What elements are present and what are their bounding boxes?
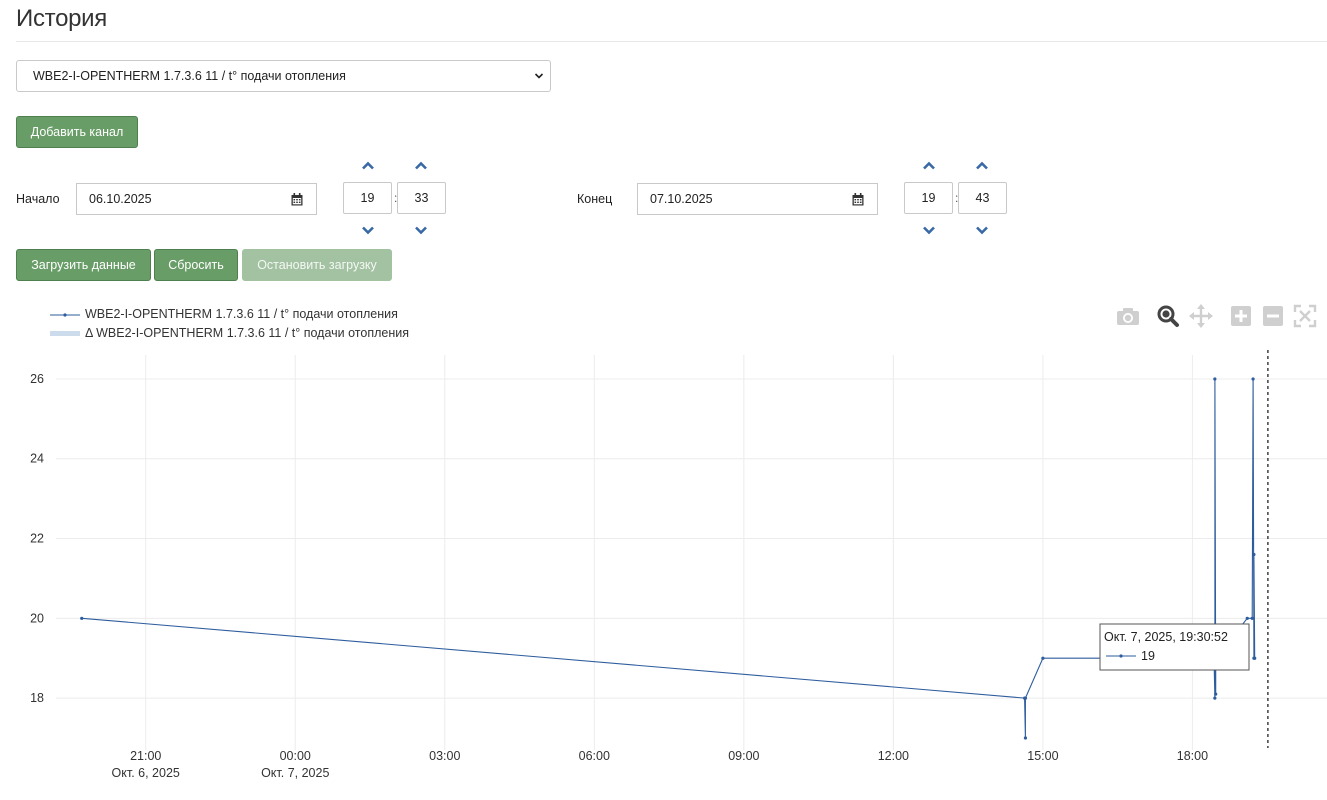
start-hour-down-icon[interactable] [361, 226, 375, 235]
data-point [1041, 656, 1045, 660]
x-tick-label: 21:00 [130, 749, 161, 763]
calendar-icon [852, 193, 864, 206]
data-point [1213, 377, 1217, 381]
x-tick-label: 12:00 [878, 749, 909, 763]
x-tick-label: 15:00 [1027, 749, 1058, 763]
pan-icon[interactable] [1188, 302, 1214, 330]
start-hour-input[interactable]: 19 [343, 182, 392, 214]
channel-select-value: WBE2-I-OPENTHERM 1.7.3.6 11 / t° подачи … [33, 69, 346, 83]
legend-label: WBE2-I-OPENTHERM 1.7.3.6 11 / t° подачи … [85, 307, 398, 321]
x-tick-date-label: Окт. 7, 2025 [261, 766, 329, 780]
hover-layer: Окт. 7, 2025, 19:30:52 19 [1099, 350, 1269, 748]
end-hour-down-icon[interactable] [922, 226, 936, 235]
x-tick-label: 00:00 [280, 749, 311, 763]
page-title: История [16, 5, 107, 32]
calendar-icon [291, 193, 303, 206]
hover-tooltip [1099, 623, 1250, 671]
channel-select[interactable]: WBE2-I-OPENTHERM 1.7.3.6 11 / t° подачи … [16, 60, 551, 92]
start-minute-input[interactable]: 33 [397, 182, 446, 214]
end-hour-input[interactable]: 19 [904, 182, 953, 214]
end-date-value: 07.10.2025 [650, 192, 713, 206]
chart-grid [56, 355, 1327, 750]
series-line [81, 378, 1256, 739]
y-tick-label: 22 [30, 532, 44, 546]
x-tick-label: 06:00 [579, 749, 610, 763]
reset-button[interactable]: Сбросить [154, 249, 238, 281]
start-minute-up-icon[interactable] [414, 161, 428, 170]
data-point [1251, 377, 1255, 381]
end-calendar-button[interactable] [839, 183, 878, 215]
data-point [80, 616, 84, 620]
legend-line-marker-icon [50, 313, 80, 317]
start-calendar-button[interactable] [278, 183, 317, 215]
data-point [1023, 736, 1028, 740]
chart-series [80, 377, 1257, 740]
data-point [1213, 696, 1217, 700]
y-tick-label: 26 [30, 372, 44, 386]
y-tick-label: 24 [30, 452, 44, 466]
hover-tooltip-value: 19 [1141, 649, 1155, 663]
data-point [1250, 616, 1254, 620]
y-tick-label: 18 [30, 691, 44, 705]
title-divider [16, 41, 1327, 42]
data-point [1245, 616, 1249, 620]
end-time-separator: : [955, 191, 959, 205]
legend-band-icon [50, 331, 80, 336]
x-tick-label: 18:00 [1177, 749, 1208, 763]
data-point [1214, 692, 1218, 696]
end-minute-down-icon[interactable] [975, 226, 989, 235]
hover-tooltip-title: Окт. 7, 2025, 19:30:52 [1104, 630, 1228, 644]
start-time-separator: : [394, 191, 398, 205]
history-chart[interactable]: 18 20 22 24 26 21:00 Окт. 6, 2025 00:00 Окт. 7,… [0, 350, 1327, 790]
end-date-input[interactable]: 07.10.2025 [637, 183, 840, 215]
start-hour-up-icon[interactable] [361, 161, 375, 170]
start-minute-down-icon[interactable] [414, 226, 428, 235]
x-axis: 21:00 Окт. 6, 2025 00:00 Окт. 7, 2025 03:00 0… [112, 749, 1209, 780]
start-date-input[interactable]: 06.10.2025 [76, 183, 279, 215]
legend-label: Δ WBE2-I-OPENTHERM 1.7.3.6 11 / t° подач… [85, 326, 409, 340]
load-data-button[interactable]: Загрузить данные [16, 249, 151, 281]
zoom-out-icon[interactable] [1260, 302, 1286, 330]
zoom-icon[interactable] [1155, 302, 1181, 330]
y-tick-label: 20 [30, 611, 44, 625]
end-label: Конец [577, 192, 613, 206]
data-point [1252, 552, 1256, 557]
add-channel-button[interactable]: Добавить канал [16, 116, 138, 148]
x-tick-label: 09:00 [728, 749, 759, 763]
end-minute-input[interactable]: 43 [958, 182, 1007, 214]
data-point [1253, 656, 1257, 660]
data-point [1023, 696, 1028, 700]
camera-icon[interactable] [1115, 302, 1141, 330]
start-date-value: 06.10.2025 [89, 192, 152, 206]
zoom-in-icon[interactable] [1228, 302, 1254, 330]
chevron-down-icon [534, 73, 544, 79]
autoscale-icon[interactable] [1292, 302, 1318, 330]
x-tick-date-label: Окт. 6, 2025 [112, 766, 180, 780]
end-minute-up-icon[interactable] [975, 161, 989, 170]
y-axis: 18 20 22 24 26 [30, 372, 44, 705]
stop-loading-button[interactable]: Остановить загрузку [242, 249, 392, 281]
end-hour-up-icon[interactable] [922, 161, 936, 170]
hover-tooltip-marker-icon [1119, 654, 1123, 658]
x-tick-label: 03:00 [429, 749, 460, 763]
start-label: Начало [16, 192, 60, 206]
